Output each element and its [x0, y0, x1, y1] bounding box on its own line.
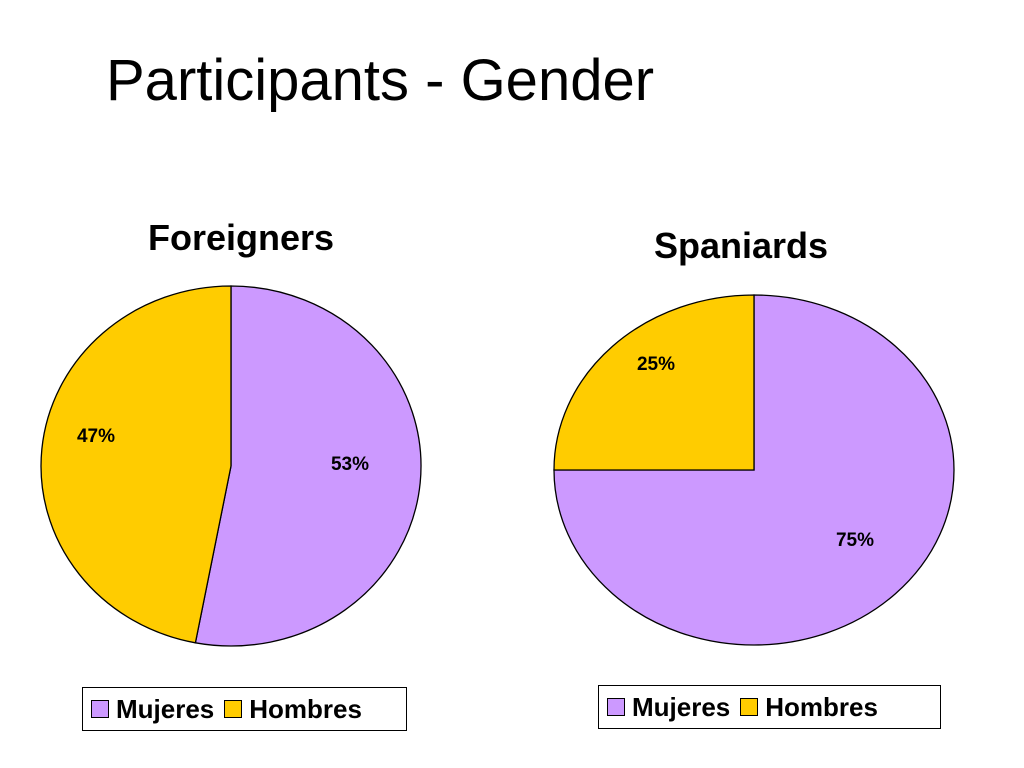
- pie-slice-spaniards-mujeres: [553, 294, 955, 646]
- legend-item-hombres: Hombres: [740, 692, 878, 723]
- chart-title-foreigners: Foreigners: [148, 217, 335, 258]
- legend-foreigners: Mujeres Hombres: [82, 687, 407, 731]
- pie-slice-foreigners-mujeres: [194, 285, 422, 647]
- data-label-spaniards-hombres: 25%: [637, 354, 675, 375]
- legend-swatch-hombres: [224, 700, 243, 718]
- legend-spaniards: Mujeres Hombres: [598, 685, 941, 729]
- data-label-foreigners-hombres: 47%: [77, 426, 115, 447]
- legend-item-hombres: Hombres: [224, 694, 362, 725]
- chart-title-spaniards: Spaniards: [654, 225, 829, 266]
- legend-swatch-hombres: [740, 698, 759, 716]
- legend-label-mujeres: Mujeres: [116, 693, 215, 724]
- legend-item-mujeres: Mujeres: [91, 694, 214, 725]
- data-label-foreigners-mujeres: 53%: [331, 454, 369, 475]
- legend-swatch-mujeres: [91, 700, 109, 718]
- slide-title: Participants - Gender: [106, 48, 655, 113]
- pie-slice-spaniards-hombres: [553, 294, 755, 471]
- legend-item-mujeres: Mujeres: [607, 692, 730, 723]
- legend-label-mujeres: Mujeres: [632, 691, 731, 722]
- legend-label-hombres: Hombres: [249, 693, 362, 724]
- pie-slice-foreigners-hombres: [40, 285, 232, 644]
- legend-swatch-mujeres: [607, 698, 625, 716]
- legend-label-hombres: Hombres: [765, 691, 878, 722]
- data-label-spaniards-mujeres: 75%: [836, 530, 874, 551]
